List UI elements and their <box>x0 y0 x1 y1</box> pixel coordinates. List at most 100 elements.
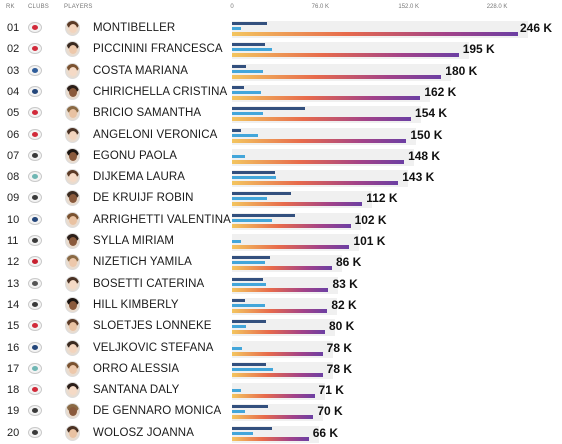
bar-series-2 <box>232 346 243 350</box>
data-label: 180 K <box>445 63 478 78</box>
player-name: ORRO ALESSIA <box>93 362 180 375</box>
players-header: PLAYERS <box>64 4 93 10</box>
bar-track <box>232 234 360 251</box>
bar-main <box>232 223 351 228</box>
bar-series-2 <box>232 410 245 414</box>
club-imoco-icon <box>28 149 42 161</box>
club-blue-oval-icon <box>28 85 42 97</box>
rank-number: 08 <box>7 171 20 184</box>
data-label: 150 K <box>410 127 443 142</box>
player-name: DIJKEMA LAURA <box>93 171 186 184</box>
bar-track <box>232 255 342 273</box>
bar-main <box>232 245 350 249</box>
rank-number: 16 <box>7 341 20 354</box>
rank-number: 11 <box>7 235 19 247</box>
rank-number: 07 <box>7 149 20 162</box>
bar-series-2 <box>232 69 264 73</box>
bar-main <box>232 159 405 164</box>
bar-series-1 <box>232 107 306 111</box>
rank-number: 13 <box>7 277 20 290</box>
player-avatar <box>65 126 80 143</box>
table-row: 06 ANGELONI VERONICA 150 K <box>0 125 562 146</box>
rank-number: 01 <box>7 22 20 34</box>
player-avatar <box>65 41 80 58</box>
bar-series-2 <box>232 303 265 307</box>
bar-series-1 <box>232 128 242 132</box>
bar-main <box>232 372 323 377</box>
rank-number: 17 <box>7 362 20 375</box>
player-avatar <box>65 275 80 292</box>
x-tick-label: 228.0 K <box>486 4 508 10</box>
bar-series-2 <box>232 48 272 52</box>
player-name: SANTANA DALY <box>93 384 180 397</box>
rank-number: 02 <box>7 43 20 56</box>
bar-main <box>232 287 329 292</box>
data-label: 112 K <box>366 191 398 206</box>
player-name: WOLOSZ JOANNA <box>93 426 194 439</box>
bar-track <box>232 21 528 38</box>
bar-series-1 <box>232 192 292 196</box>
bar-series-1 <box>232 256 271 260</box>
bar-series-1 <box>232 320 266 324</box>
player-avatar <box>65 211 80 228</box>
player-avatar <box>65 424 80 441</box>
player-name: COSTA MARIANA <box>93 64 189 77</box>
data-label: 195 K <box>462 42 495 57</box>
table-row: 17 ORRO ALESSIA 78 K <box>0 359 562 380</box>
player-avatar <box>65 147 80 164</box>
x-tick-label: 76.0 K <box>311 4 330 10</box>
data-label: 162 K <box>424 84 457 99</box>
club-imoco-icon <box>28 298 42 310</box>
player-avatar <box>65 190 80 207</box>
club-imoco-icon <box>28 235 42 246</box>
table-row: 12 NIZETICH YAMILA 86 K <box>0 252 562 273</box>
bar-series-1 <box>232 43 265 47</box>
bar-track <box>232 319 335 337</box>
table-row: 09 DE KRUIJF ROBIN 112 K <box>0 188 562 209</box>
bar-series-1 <box>232 171 276 175</box>
player-name: VELJKOVIC STEFANA <box>93 341 214 354</box>
player-avatar <box>65 318 80 335</box>
rank-number: 18 <box>7 384 20 397</box>
bar-track <box>232 276 339 294</box>
data-label: 101 K <box>353 234 386 248</box>
table-row: 02 PICCININI FRANCESCA 195 K <box>0 39 562 60</box>
club-dark-crest-icon <box>28 277 42 289</box>
bar-track <box>232 212 361 230</box>
bar-track <box>232 191 373 209</box>
rank-number: 12 <box>7 256 20 269</box>
player-avatar <box>65 83 80 100</box>
club-blue-wave-icon <box>28 64 42 76</box>
data-label: 154 K <box>415 106 448 121</box>
bar-series-2 <box>232 197 267 201</box>
data-label: 143 K <box>402 170 435 185</box>
player-avatar <box>65 233 80 249</box>
rank-header: RK <box>6 4 15 10</box>
clubs-header: CLUBS <box>28 4 50 10</box>
player-name: CHIRICHELLA CRISTINA <box>93 85 228 98</box>
bar-track <box>232 148 415 166</box>
bar-main <box>232 351 323 356</box>
data-label: 82 K <box>331 297 357 312</box>
bar-track <box>232 127 417 145</box>
bar-main <box>232 32 518 36</box>
bar-track <box>232 42 469 60</box>
bar-main <box>232 181 399 186</box>
bar-series-2 <box>232 261 265 265</box>
bar-series-1 <box>232 22 267 25</box>
bar-main <box>232 138 407 143</box>
player-avatar <box>65 62 80 79</box>
table-row: 13 BOSETTI CATERINA 83 K <box>0 274 562 295</box>
table-row: 16 VELJKOVIC STEFANA 78 K <box>0 338 562 359</box>
data-label: 78 K <box>326 361 353 376</box>
player-name: NIZETICH YAMILA <box>93 256 192 269</box>
player-name: PICCININI FRANCESCA <box>93 43 223 56</box>
bar-series-1 <box>232 277 264 281</box>
club-imoco-icon <box>28 192 42 204</box>
player-avatar <box>65 254 80 271</box>
rank-number: 09 <box>7 192 20 205</box>
player-name: SYLLA MIRIAM <box>93 235 175 247</box>
data-label: 70 K <box>317 404 343 419</box>
bar-main <box>232 436 309 441</box>
bar-main <box>232 95 421 100</box>
